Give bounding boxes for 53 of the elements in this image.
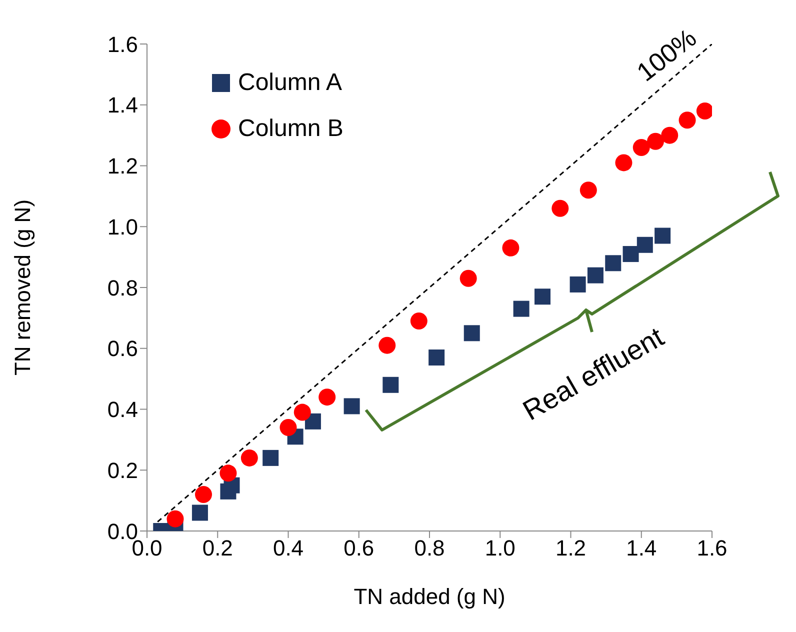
point <box>647 132 664 150</box>
x-tick-label: 0.2 <box>202 536 233 561</box>
point <box>534 288 550 305</box>
point <box>192 504 208 521</box>
point <box>587 267 604 284</box>
legend-label: Column A <box>238 69 342 97</box>
point <box>622 246 639 262</box>
point <box>195 486 212 503</box>
point <box>166 510 184 528</box>
point <box>318 388 336 406</box>
legend-label: Column B <box>238 115 344 143</box>
point <box>240 449 258 466</box>
y-tick-label: 1.4 <box>107 92 138 118</box>
point <box>410 312 428 330</box>
point <box>678 112 696 129</box>
y-tick-label: 0.6 <box>107 336 138 362</box>
point <box>220 464 237 482</box>
x-tick-label: 0.4 <box>272 536 304 561</box>
point <box>661 126 678 144</box>
point <box>460 270 477 287</box>
y-axis-title: TN removed (g N) <box>10 199 35 376</box>
point <box>513 300 530 317</box>
point <box>502 239 520 256</box>
point <box>262 450 279 466</box>
point <box>615 154 632 172</box>
point <box>294 404 311 421</box>
point <box>428 350 445 366</box>
x-tick-label: 1.6 <box>696 536 728 561</box>
x-tick-label: 1.0 <box>484 536 516 561</box>
x-axis-title: TN added (g N) <box>354 584 506 609</box>
x-tick-label: 1.2 <box>555 536 586 561</box>
point <box>344 398 360 414</box>
y-tick-label: 1.6 <box>107 32 138 57</box>
y-tick-label: 0.8 <box>107 275 138 300</box>
point <box>382 376 399 393</box>
point <box>696 102 712 120</box>
point <box>378 336 396 354</box>
y-tick-label: 1.2 <box>107 154 138 179</box>
point <box>632 138 650 156</box>
x-tick-label: 0.8 <box>414 536 445 561</box>
y-tick-label: 1.0 <box>107 214 138 240</box>
x-tick-label: 1.4 <box>626 536 657 561</box>
point <box>636 236 653 253</box>
point <box>605 255 622 272</box>
point <box>280 419 297 436</box>
point <box>464 325 480 342</box>
x-tick-label: 0.6 <box>344 536 374 561</box>
y-tick-label: 0.2 <box>107 458 138 483</box>
point <box>580 182 597 199</box>
point <box>654 228 671 244</box>
point <box>552 200 569 217</box>
point <box>570 276 586 292</box>
y-tick-label: 0.4 <box>107 397 138 422</box>
